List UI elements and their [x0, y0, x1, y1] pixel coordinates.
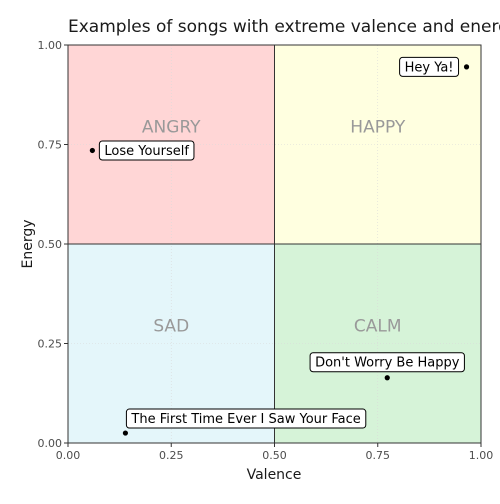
data-point	[122, 430, 129, 436]
data-point	[89, 147, 95, 154]
point-label-box	[399, 56, 460, 77]
data-point	[384, 375, 390, 381]
y-tick-label: 0.75	[38, 139, 63, 152]
x-tick-label: 1.00	[469, 449, 494, 462]
point-label-box	[98, 140, 195, 161]
point-label: Don't Worry Be Happy	[309, 352, 465, 373]
y-tick-label: 0.50	[38, 238, 63, 251]
x-axis-title: Valence	[247, 467, 302, 483]
x-tick-label: 0.75	[366, 449, 391, 462]
point-label-text: Hey Ya!	[405, 60, 454, 75]
point-label-box	[309, 352, 465, 373]
quadrant-label-angry: ANGRY	[142, 118, 201, 138]
point-label: Lose Yourself	[98, 140, 195, 161]
point-label: Hey Ya!	[399, 56, 460, 77]
y-tick-label: 0.25	[38, 338, 63, 351]
y-tick-label: 0.00	[38, 437, 63, 450]
plot-area: ANGRY HAPPY SAD CALM 0.00 0.25 0.50 0.75 1.00 0.0…	[38, 39, 494, 462]
x-tick-label: 0.00	[56, 449, 81, 462]
point-label: The First Time Ever I Saw Your Face	[125, 408, 367, 429]
plot-border	[67, 44, 482, 444]
y-axis-title: Energy	[20, 219, 36, 268]
y-tick-label: 1.00	[38, 39, 63, 52]
quadrant-label-happy: HAPPY	[350, 118, 406, 138]
x-tick-label: 0.25	[159, 449, 184, 462]
chart-title: Examples of songs with extreme valence a…	[68, 17, 500, 37]
point-label-text: Lose Yourself	[104, 144, 189, 159]
point-label-text: Don't Worry Be Happy	[315, 356, 460, 371]
point-label-text: The First Time Ever I Saw Your Face	[130, 412, 360, 427]
point-label-box	[125, 408, 367, 429]
quadrant-label-calm: CALM	[354, 317, 402, 337]
x-tick-label: 0.50	[262, 449, 287, 462]
quadrant-label-sad: SAD	[153, 317, 189, 337]
data-point	[463, 64, 470, 70]
